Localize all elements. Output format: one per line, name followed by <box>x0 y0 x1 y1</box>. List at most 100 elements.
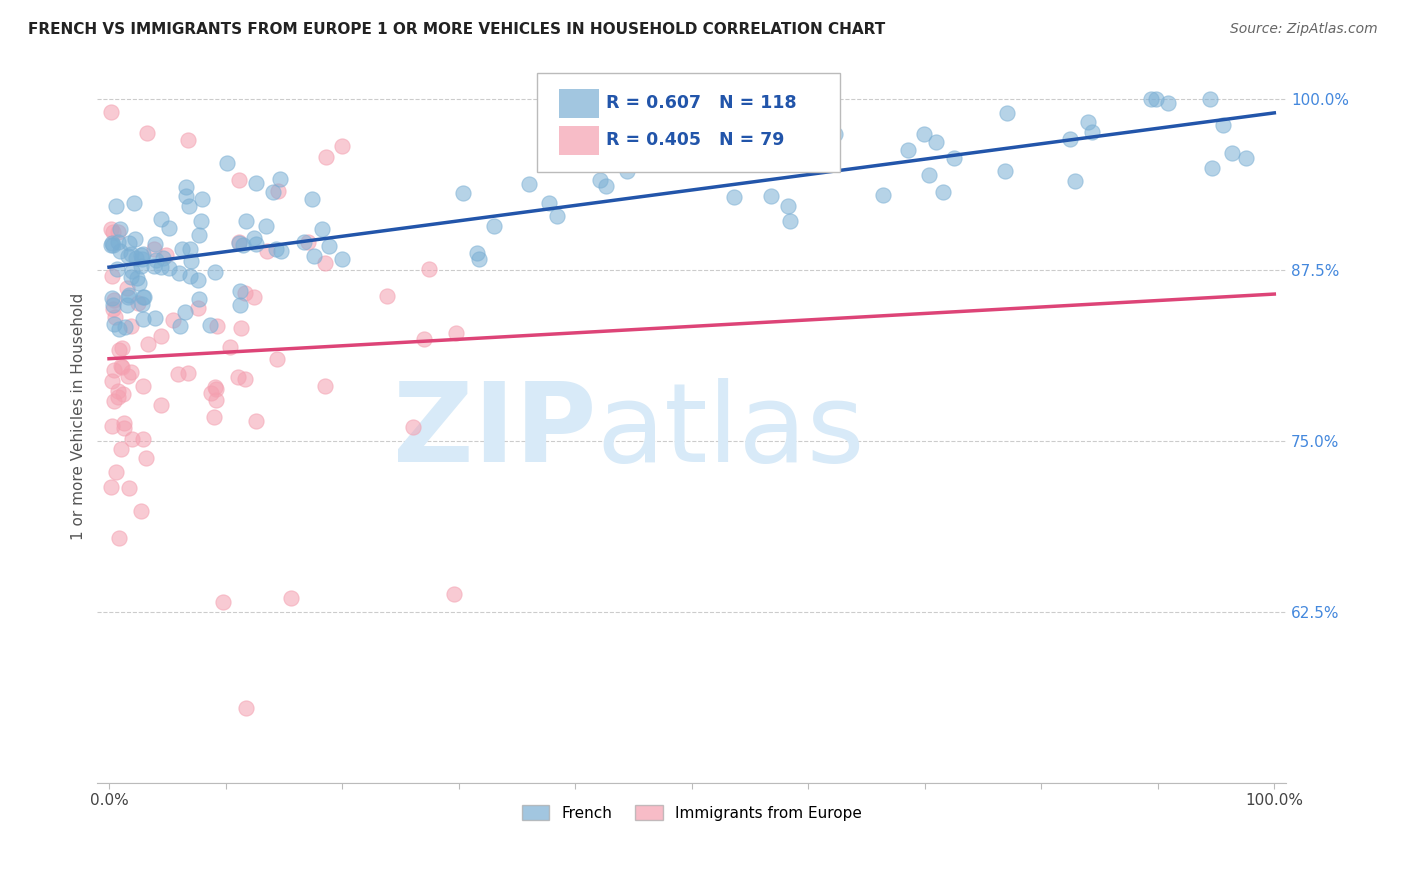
Point <box>103 393 125 408</box>
Point <box>104 466 127 480</box>
Point <box>115 298 138 312</box>
Text: R = 0.405   N = 79: R = 0.405 N = 79 <box>606 131 785 149</box>
Point <box>118 288 141 302</box>
Point <box>107 225 129 239</box>
Point <box>143 310 166 325</box>
Point <box>101 291 124 305</box>
Point <box>188 227 211 242</box>
Point <box>1059 132 1081 146</box>
Point <box>120 246 142 260</box>
Point <box>131 252 153 267</box>
Point <box>187 273 209 287</box>
Point <box>218 340 240 354</box>
Point <box>304 249 326 263</box>
Point <box>465 246 488 260</box>
Point <box>245 236 267 251</box>
Point <box>517 177 540 191</box>
Point <box>100 480 122 494</box>
Point <box>111 360 134 375</box>
Point <box>107 390 129 404</box>
Point <box>110 244 132 259</box>
Point <box>1156 95 1178 110</box>
Point <box>232 238 254 252</box>
Point <box>177 367 200 381</box>
Point <box>235 214 257 228</box>
Point <box>187 301 209 316</box>
Point <box>152 251 174 265</box>
Point <box>1234 151 1257 165</box>
Point <box>402 420 425 434</box>
Point <box>120 269 142 284</box>
Point <box>254 219 277 233</box>
Point <box>205 382 228 396</box>
Point <box>167 266 190 280</box>
Point <box>451 186 474 200</box>
Point <box>330 252 353 266</box>
Point <box>121 264 143 278</box>
Point <box>107 384 129 398</box>
Point <box>229 320 252 334</box>
Point <box>226 370 249 384</box>
Point <box>330 139 353 153</box>
Point <box>107 235 129 249</box>
Point <box>143 259 166 273</box>
Point <box>127 270 149 285</box>
Point <box>994 164 1017 178</box>
Point <box>132 432 155 446</box>
Point <box>129 259 152 273</box>
Point <box>212 595 235 609</box>
Point <box>207 318 229 333</box>
Point <box>121 432 143 446</box>
Point <box>1140 92 1163 106</box>
Point <box>204 265 226 279</box>
FancyBboxPatch shape <box>558 89 599 118</box>
Point <box>269 172 291 186</box>
Y-axis label: 1 or more Vehicles in Household: 1 or more Vehicles in Household <box>72 293 86 541</box>
Point <box>112 416 135 430</box>
Point <box>243 290 266 304</box>
Point <box>264 243 287 257</box>
Point <box>132 290 155 304</box>
Point <box>111 387 134 401</box>
Point <box>924 135 946 149</box>
Point <box>931 185 953 199</box>
Point <box>1220 145 1243 160</box>
Point <box>217 155 239 169</box>
Point <box>266 352 288 367</box>
Point <box>101 238 124 252</box>
Point <box>120 365 142 379</box>
Point <box>311 221 333 235</box>
Point <box>114 320 136 334</box>
Point <box>132 378 155 392</box>
Text: atlas: atlas <box>596 378 865 485</box>
Text: ZIP: ZIP <box>394 378 596 485</box>
Point <box>1201 161 1223 175</box>
Point <box>228 235 250 249</box>
Point <box>157 221 180 235</box>
Point <box>942 152 965 166</box>
Point <box>179 268 201 283</box>
Point <box>118 236 141 251</box>
Point <box>292 235 315 249</box>
Point <box>444 326 467 341</box>
Point <box>180 253 202 268</box>
Point <box>200 386 222 401</box>
Point <box>100 375 122 389</box>
Point <box>468 252 491 267</box>
Point <box>118 481 141 495</box>
Point <box>111 342 134 356</box>
Point <box>262 186 284 200</box>
Point <box>117 290 139 304</box>
Point <box>804 108 827 122</box>
FancyBboxPatch shape <box>537 72 841 171</box>
Point <box>177 199 200 213</box>
Legend: French, Immigrants from Europe: French, Immigrants from Europe <box>516 798 868 827</box>
Point <box>995 106 1018 120</box>
Point <box>132 290 155 304</box>
Point <box>104 199 127 213</box>
Point <box>120 319 142 334</box>
Point <box>779 214 801 228</box>
Point <box>128 277 150 291</box>
Point <box>127 295 149 310</box>
Point <box>176 179 198 194</box>
